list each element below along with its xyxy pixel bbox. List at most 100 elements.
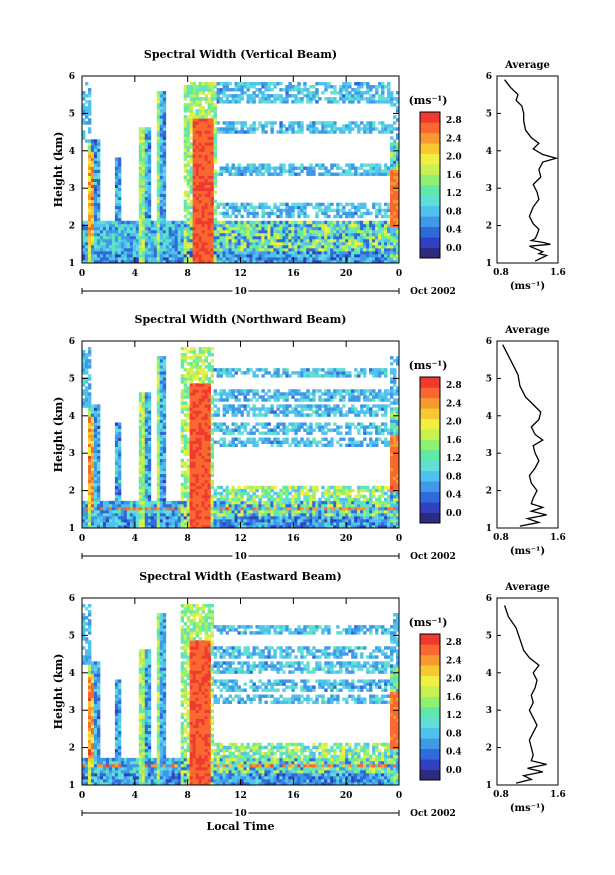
heatmap-cell bbox=[144, 467, 149, 472]
heatmap-cell bbox=[201, 368, 206, 372]
heatmap-cell bbox=[201, 395, 206, 399]
heatmap-cell bbox=[135, 235, 140, 240]
heatmap-cell bbox=[237, 497, 241, 502]
heatmap-cell bbox=[213, 518, 217, 523]
heatmap-cell bbox=[378, 211, 382, 216]
heatmap-cell bbox=[330, 202, 334, 207]
heatmap-cell bbox=[267, 223, 271, 228]
heatmap-cell bbox=[162, 202, 167, 207]
heatmap-cell bbox=[180, 223, 185, 228]
heatmap-cell bbox=[117, 238, 122, 243]
average-x-tick-label: 1.6 bbox=[550, 268, 566, 278]
heatmap-cell bbox=[207, 398, 211, 402]
heatmap-cell bbox=[141, 497, 146, 502]
heatmap-cell bbox=[192, 518, 197, 523]
heatmap-cell bbox=[240, 250, 244, 255]
heatmap-cell bbox=[237, 259, 241, 264]
heatmap-cell bbox=[213, 220, 217, 225]
heatmap-cell bbox=[264, 100, 268, 104]
heatmap-cell bbox=[231, 392, 235, 396]
heatmap-cell bbox=[126, 524, 131, 529]
heatmap-cell bbox=[270, 247, 274, 252]
heatmap-cell bbox=[135, 220, 140, 225]
heatmap-cell bbox=[162, 214, 167, 219]
heatmap-cell bbox=[96, 437, 101, 441]
heatmap-cell bbox=[339, 244, 343, 249]
heatmap-cell bbox=[231, 512, 235, 517]
heatmap-cell bbox=[339, 127, 343, 131]
heatmap-cell bbox=[222, 241, 226, 246]
heatmap-cell bbox=[192, 467, 197, 472]
heatmap-cell bbox=[237, 256, 241, 261]
heatmap-cell bbox=[324, 211, 328, 216]
heatmap-cell bbox=[141, 431, 146, 435]
heatmap-cell bbox=[138, 497, 143, 502]
heatmap-cell bbox=[141, 425, 146, 429]
heatmap-cell bbox=[330, 91, 334, 95]
heatmap-cell bbox=[147, 184, 152, 188]
heatmap-cell bbox=[231, 226, 235, 231]
heatmap-cell bbox=[273, 244, 277, 249]
heatmap-cell bbox=[192, 470, 197, 475]
heatmap-cell bbox=[288, 172, 292, 176]
heatmap-cell bbox=[357, 259, 361, 264]
heatmap-cell bbox=[339, 220, 343, 225]
heatmap-cell bbox=[333, 250, 337, 255]
heatmap-cell bbox=[210, 524, 214, 529]
heatmap-cell bbox=[96, 157, 101, 161]
heatmap-cell bbox=[261, 229, 265, 234]
heatmap-cell bbox=[303, 85, 307, 89]
heatmap-cell bbox=[114, 470, 119, 475]
heatmap-cell bbox=[210, 443, 214, 447]
heatmap-cell bbox=[117, 250, 122, 255]
heatmap-cell bbox=[84, 380, 89, 384]
heatmap-cell bbox=[201, 431, 206, 435]
heatmap-cell bbox=[198, 503, 203, 508]
heatmap-cell bbox=[96, 419, 101, 423]
heatmap-cell bbox=[396, 193, 400, 198]
heatmap-cell bbox=[186, 211, 191, 216]
heatmap-cell bbox=[306, 247, 310, 252]
average-frame bbox=[496, 75, 559, 264]
heatmap-cell bbox=[174, 512, 179, 517]
heatmap-cell bbox=[144, 404, 149, 408]
heatmap-cell bbox=[195, 515, 200, 520]
heatmap-cell bbox=[144, 443, 149, 447]
heatmap-cell bbox=[189, 485, 194, 490]
heatmap-cell bbox=[219, 169, 223, 173]
heatmap-cell bbox=[327, 244, 331, 249]
heatmap-cell bbox=[162, 244, 167, 249]
heatmap-cell bbox=[375, 256, 379, 261]
heatmap-cell bbox=[204, 181, 208, 185]
heatmap-cell bbox=[87, 202, 92, 207]
heatmap-cell bbox=[183, 229, 188, 234]
heatmap-cell bbox=[84, 139, 89, 143]
heatmap-cell bbox=[144, 166, 149, 170]
heatmap-cell bbox=[90, 491, 95, 496]
heatmap-cell bbox=[135, 247, 140, 252]
heatmap-cell bbox=[186, 103, 191, 107]
heatmap-cell bbox=[357, 91, 361, 95]
heatmap-cell bbox=[309, 244, 313, 249]
heatmap-cell bbox=[114, 193, 119, 198]
heatmap-cell bbox=[192, 389, 197, 393]
heatmap-cell bbox=[210, 139, 214, 143]
heatmap-cell bbox=[162, 392, 167, 396]
heatmap-cell bbox=[168, 238, 173, 243]
heatmap-cell bbox=[141, 509, 146, 514]
heatmap-cell bbox=[156, 253, 161, 258]
heatmap-cell bbox=[87, 241, 92, 246]
heatmap-cell bbox=[252, 130, 256, 134]
heatmap-cell bbox=[285, 256, 289, 261]
heatmap-cell bbox=[189, 178, 194, 182]
heatmap-cell bbox=[135, 515, 140, 520]
heatmap-cell bbox=[219, 371, 223, 375]
heatmap-cell bbox=[228, 404, 232, 408]
heatmap-cell bbox=[219, 398, 223, 402]
heatmap-cell bbox=[90, 503, 95, 508]
heatmap-cell bbox=[186, 395, 191, 399]
heatmap-cell bbox=[330, 244, 334, 249]
heatmap-cell bbox=[147, 223, 152, 228]
heatmap-cell bbox=[120, 238, 125, 243]
heatmap-cell bbox=[384, 250, 388, 255]
